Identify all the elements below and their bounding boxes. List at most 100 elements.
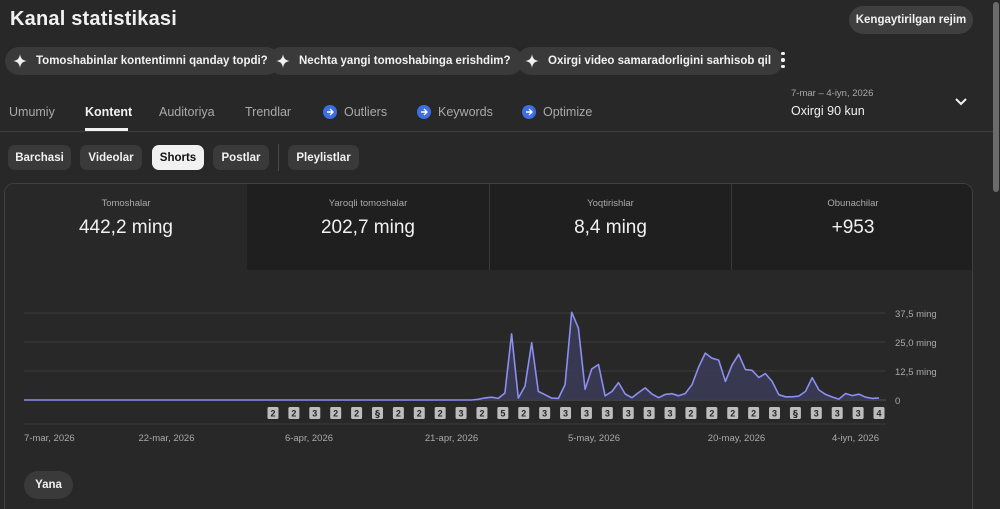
shorts-icon: §	[793, 409, 798, 420]
metric-subscribers[interactable]: Obunachilar +953	[732, 184, 972, 270]
upload-marker-count: 3	[647, 409, 652, 419]
metric-label: Yaroqli tomoshalar	[328, 198, 408, 209]
upload-marker	[288, 407, 300, 419]
upload-marker-count: 4	[876, 409, 881, 419]
x-tick-label: 5-may, 2026	[568, 433, 620, 444]
upload-marker	[392, 407, 404, 419]
x-tick-label: 6-apr, 2026	[285, 433, 333, 444]
upload-marker	[643, 407, 655, 419]
date-range-selector[interactable]: 7-mar – 4-iyn, 2026 Oxirgi 90 kun	[791, 88, 873, 118]
suggestion-label: Tomoshabinlar kontentimni qanday topdi?	[36, 55, 268, 67]
upload-marker	[497, 407, 509, 419]
upload-marker	[769, 407, 781, 419]
upload-marker-count: 5	[500, 409, 505, 419]
upload-marker-count: 2	[291, 409, 296, 419]
upload-marker	[455, 407, 467, 419]
upload-marker-count: 2	[730, 409, 735, 419]
x-tick-label: 4-iyn, 2026	[832, 433, 879, 444]
x-tick-label: 20-may, 2026	[708, 433, 765, 444]
tabs-divider	[0, 131, 993, 132]
date-range-dates: 7-mar – 4-iyn, 2026	[791, 88, 874, 99]
filter-shorts[interactable]: Shorts	[152, 145, 204, 170]
upload-marker	[413, 407, 425, 419]
upload-marker	[601, 407, 613, 419]
upload-marker	[810, 407, 822, 419]
upload-marker	[371, 407, 383, 419]
suggestion-chip-3[interactable]: Oxirgi video samaradorligini sarhisob qi…	[517, 47, 784, 75]
tab-overview[interactable]: Umumiy	[9, 105, 55, 119]
upload-marker-count: 2	[479, 409, 484, 419]
extension-icon	[323, 105, 337, 119]
series-area	[24, 312, 879, 400]
filter-playlists[interactable]: Pleylistlar	[288, 145, 359, 170]
upload-marker-count: 2	[709, 409, 714, 419]
metric-separator	[731, 184, 732, 270]
filter-all[interactable]: Barchasi	[8, 145, 71, 170]
page-title: Kanal statistikasi	[10, 8, 178, 30]
upload-marker-count: 3	[542, 409, 547, 419]
filter-divider	[278, 144, 279, 171]
upload-marker	[267, 407, 279, 419]
metric-engaged-views[interactable]: Yaroqli tomoshalar 202,7 ming	[247, 184, 489, 270]
metric-separator	[489, 184, 490, 270]
upload-marker	[539, 407, 551, 419]
upload-marker-count: 3	[605, 409, 610, 419]
metric-value: +953	[831, 217, 875, 238]
upload-marker-count: 2	[396, 409, 401, 419]
advanced-mode-button[interactable]: Kengaytirilgan rejim	[849, 6, 973, 34]
upload-marker	[476, 407, 488, 419]
analytics-card: Tomoshalar 442,2 ming Yaroqli tomoshalar…	[4, 183, 973, 509]
sparkle-icon	[13, 54, 27, 68]
upload-marker-count: 2	[354, 409, 359, 419]
tab-outliers[interactable]: Outliers	[323, 105, 387, 119]
views-chart[interactable]: 0 12,5 ming 25,0 ming 37,5 ming 2 2 3 2 2 § 2 2 2 3 2 5…	[0, 290, 960, 450]
suggestion-chip-1[interactable]: Tomoshabinlar kontentimni qanday topdi?	[5, 47, 280, 75]
x-tick-label: 21-apr, 2026	[425, 433, 478, 444]
scrollbar-thumb[interactable]	[993, 2, 999, 192]
tab-keywords[interactable]: Keywords	[417, 105, 493, 119]
upload-marker	[873, 407, 885, 419]
metric-value: 8,4 ming	[574, 217, 647, 238]
upload-marker	[622, 407, 634, 419]
upload-marker-count: 3	[835, 409, 840, 419]
upload-marker	[789, 407, 801, 419]
date-range-period: Oxirgi 90 kun	[791, 104, 865, 118]
metric-label: Obunachilar	[827, 198, 879, 209]
filter-posts[interactable]: Postlar	[213, 145, 269, 170]
metric-value: 442,2 ming	[78, 217, 173, 238]
filter-videos[interactable]: Videolar	[80, 145, 142, 170]
y-tick-label: 25,0 ming	[895, 338, 937, 349]
upload-marker-count: 2	[751, 409, 756, 419]
upload-marker-count: 2	[688, 409, 693, 419]
x-tick-label: 22-mar, 2026	[139, 433, 195, 444]
upload-marker	[434, 407, 446, 419]
upload-marker	[351, 407, 363, 419]
upload-marker-count: 2	[521, 409, 526, 419]
upload-marker	[685, 407, 697, 419]
tab-trends[interactable]: Trendlar	[245, 105, 292, 119]
sparkle-icon	[276, 54, 290, 68]
upload-marker-count: 3	[563, 409, 568, 419]
metric-likes[interactable]: Yoqtirishlar 8,4 ming	[490, 184, 731, 270]
more-button[interactable]: Yana	[24, 471, 73, 499]
tab-optimize[interactable]: Optimize	[522, 105, 592, 119]
metric-views[interactable]: Tomoshalar 442,2 ming	[5, 184, 247, 270]
page-scrollbar[interactable]	[992, 0, 1000, 509]
tab-content[interactable]: Kontent	[85, 105, 133, 119]
chevron-down-icon[interactable]	[954, 96, 968, 108]
shorts-icon: §	[375, 409, 380, 420]
upload-marker-count: 3	[668, 409, 673, 419]
upload-marker-count: 3	[459, 409, 464, 419]
upload-marker	[664, 407, 676, 419]
upload-marker	[727, 407, 739, 419]
more-options-icon[interactable]	[774, 50, 792, 70]
metric-value: 202,7 ming	[320, 217, 415, 238]
suggestion-chip-2[interactable]: Nechta yangi tomoshabinga erishdim?	[268, 47, 523, 75]
tab-audience[interactable]: Auditoriya	[159, 105, 215, 119]
tab-label: Outliers	[344, 105, 388, 119]
metric-label: Yoqtirishlar	[587, 198, 634, 209]
suggestion-label: Oxirgi video samaradorligini sarhisob qi…	[548, 55, 772, 67]
upload-marker-count: 3	[584, 409, 589, 419]
sparkle-icon	[525, 54, 539, 68]
upload-marker	[831, 407, 843, 419]
